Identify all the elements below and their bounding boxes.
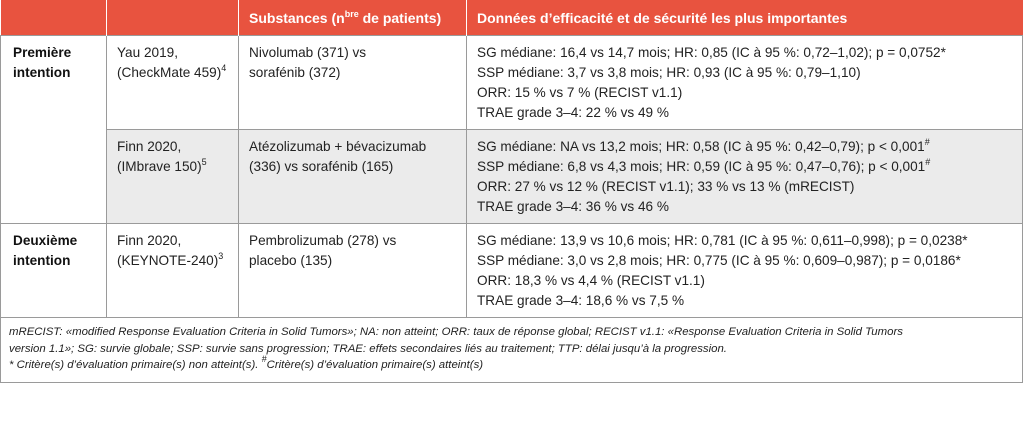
- data-line-orr: ORR: 15 % vs 7 % (RECIST v1.1): [477, 85, 683, 100]
- study-name: Finn 2020,: [117, 139, 182, 154]
- data-line-trae: TRAE grade 3–4: 18,6 % vs 7,5 %: [477, 293, 685, 308]
- group-label-line1: Première: [13, 45, 72, 60]
- substance-line: (336) vs sorafénib (165): [249, 159, 394, 174]
- study-cell: Finn 2020, (KEYNOTE-240)3: [106, 223, 239, 318]
- study-cell: Yau 2019, (CheckMate 459)4: [106, 35, 239, 130]
- study-reference: 5: [201, 157, 207, 167]
- header-substances-sup: bre: [344, 8, 359, 19]
- footnote: mRECIST: «modified Response Evaluation C…: [0, 317, 1023, 383]
- header-substances: Substances (nbre de patients): [238, 0, 467, 36]
- efficacy-table-container: Substances (nbre de patients) Données d’…: [0, 0, 1023, 383]
- header-efficacy-safety: Données d’efficacité et de sécurité les …: [466, 0, 1023, 36]
- substance-cell: Nivolumab (371) vs sorafénib (372): [238, 35, 467, 130]
- study-trial: (IMbrave 150)5: [117, 157, 228, 177]
- data-line-pfs: SSP médiane: 3,0 vs 2,8 mois; HR: 0,775 …: [477, 253, 961, 268]
- header-substances-suffix: de patients): [358, 9, 442, 26]
- data-cell: SG médiane: 13,9 vs 10,6 mois; HR: 0,781…: [466, 223, 1023, 318]
- footnote-hash-mark: #: [261, 354, 267, 364]
- header-study: [106, 0, 239, 36]
- table-row: Première intention Yau 2019, (CheckMate …: [0, 35, 1023, 224]
- data-line-pfs: SSP médiane: 3,7 vs 3,8 mois; HR: 0,93 (…: [477, 65, 861, 80]
- efficacy-safety-table: Substances (nbre de patients) Données d’…: [0, 0, 1023, 383]
- data-line-os: SG médiane: 13,9 vs 10,6 mois; HR: 0,781…: [477, 233, 968, 248]
- data-line-orr: ORR: 27 % vs 12 % (RECIST v1.1); 33 % vs…: [477, 179, 855, 194]
- table-header-row: Substances (nbre de patients) Données d’…: [0, 0, 1023, 36]
- group-label-line1: Deuxième: [13, 233, 78, 248]
- substance-line: sorafénib (372): [249, 65, 341, 80]
- data-line-pfs: SSP médiane: 6,8 vs 4,3 mois; HR: 0,59 (…: [477, 157, 931, 175]
- footnote-row: mRECIST: «modified Response Evaluation C…: [0, 317, 1023, 383]
- study-trial-label: (CheckMate 459): [117, 65, 222, 80]
- data-cell: SG médiane: 16,4 vs 14,7 mois; HR: 0,85 …: [466, 35, 1023, 130]
- data-line-os: SG médiane: NA vs 13,2 mois; HR: 0,58 (I…: [477, 137, 930, 155]
- data-line-trae: TRAE grade 3–4: 22 % vs 49 %: [477, 105, 669, 120]
- substance-line: Nivolumab (371) vs: [249, 45, 367, 60]
- study-trial: (KEYNOTE-240)3: [117, 251, 228, 271]
- group-second-line: Deuxième intention: [0, 223, 107, 318]
- substance-line: placebo (135): [249, 253, 333, 268]
- study-reference: 4: [221, 63, 227, 73]
- header-substances-prefix: Substances (n: [249, 9, 345, 26]
- table-row: Finn 2020, (IMbrave 150)5 Atézolizumab +…: [1, 129, 1023, 224]
- data-cell: SG médiane: NA vs 13,2 mois; HR: 0,58 (I…: [466, 129, 1023, 224]
- footnote-endpoints: * Critère(s) d’évaluation primaire(s) no…: [9, 354, 484, 372]
- footnote-abbrev-line1: mRECIST: «modified Response Evaluation C…: [9, 326, 903, 338]
- header-line-of-therapy: [0, 0, 107, 36]
- table-row: Deuxième intention Finn 2020, (KEYNOTE-2…: [0, 223, 1023, 318]
- study-reference: 3: [218, 251, 224, 261]
- footnote-abbrev-line2: version 1.1»; SG: survie globale; SSP: s…: [9, 342, 727, 355]
- study-cell: Finn 2020, (IMbrave 150)5: [106, 129, 239, 224]
- data-line-orr: ORR: 18,3 % vs 4,4 % (RECIST v1.1): [477, 273, 705, 288]
- study-name: Yau 2019,: [117, 45, 178, 60]
- study-trial: (CheckMate 459)4: [117, 63, 228, 83]
- primary-endpoint-met-mark: #: [925, 157, 931, 167]
- study-name: Finn 2020,: [117, 233, 182, 248]
- substance-cell: Atézolizumab + bévacizumab (336) vs sora…: [238, 129, 467, 224]
- primary-endpoint-met-mark: #: [924, 137, 930, 147]
- study-trial-label: (KEYNOTE-240): [117, 253, 219, 268]
- substance-line: Pembrolizumab (278) vs: [249, 233, 397, 248]
- substance-line: Atézolizumab + bévacizumab: [249, 139, 427, 154]
- group-label-line2: intention: [13, 253, 71, 268]
- substance-cell: Pembrolizumab (278) vs placebo (135): [238, 223, 467, 318]
- study-trial-label: (IMbrave 150): [117, 159, 202, 174]
- data-line-os: SG médiane: 16,4 vs 14,7 mois; HR: 0,85 …: [477, 45, 946, 60]
- group-first-line: Première intention: [0, 35, 107, 224]
- data-line-trae: TRAE grade 3–4: 36 % vs 46 %: [477, 199, 669, 214]
- group-label-line2: intention: [13, 65, 71, 80]
